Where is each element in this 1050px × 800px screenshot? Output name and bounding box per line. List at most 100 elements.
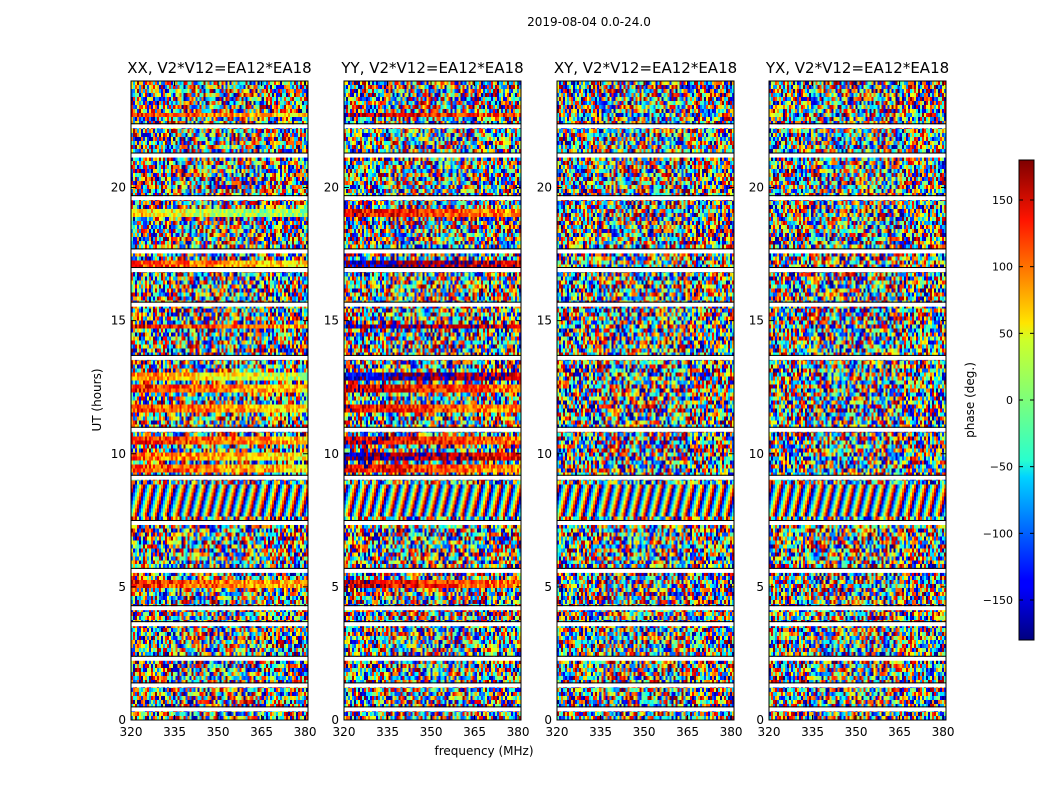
flagged-gap — [557, 622, 734, 627]
colorbar-label: phase (deg.) — [963, 362, 977, 438]
flagged-gap — [131, 302, 308, 307]
colorbar: −150 −100 −50 0 50 100 150 phase (deg.) — [963, 159, 1035, 641]
y-tick-label: 20 — [111, 181, 126, 195]
flagged-gap — [344, 302, 521, 307]
flagged-gap — [769, 606, 946, 611]
y-tick-label: 15 — [324, 314, 339, 328]
panel-xy: XY, V2*V12=EA12*EA18 320 335 350 365 380 0 5 10 1… — [537, 59, 743, 739]
panel-frame — [556, 80, 735, 721]
phase-image — [769, 81, 946, 720]
heatmap-panels: XX, V2*V12=EA12*EA18 320 335 350 365 380 0 5 10 1… — [111, 59, 955, 739]
y-tick-label: 15 — [111, 314, 126, 328]
x-tick-label: 335 — [801, 725, 824, 739]
flagged-gap — [344, 520, 521, 525]
flagged-gap — [131, 622, 308, 627]
flagged-gap — [344, 268, 521, 273]
flagged-gap — [769, 427, 946, 432]
x-axis-label: frequency (MHz) — [434, 744, 533, 758]
flagged-gap — [344, 124, 521, 129]
colorbar-ticks: −150 −100 −50 0 50 100 150 — [983, 194, 1034, 607]
panel-frame — [768, 80, 947, 721]
flagged-gap — [344, 196, 521, 201]
flagged-gap — [557, 196, 734, 201]
colorbar-tick-label: −150 — [983, 594, 1013, 607]
flagged-gap — [769, 302, 946, 307]
flagged-gap — [344, 683, 521, 688]
flagged-gap — [344, 427, 521, 432]
flagged-gap — [557, 268, 734, 273]
flagged-gap — [769, 475, 946, 480]
flagged-gap — [769, 622, 946, 627]
x-tick-label: 350 — [207, 725, 230, 739]
flagged-gap — [769, 355, 946, 360]
y-tick-label: 5 — [544, 580, 552, 594]
y-tick-label: 20 — [324, 181, 339, 195]
panel-title: XX, V2*V12=EA12*EA18 — [127, 59, 311, 77]
y-tick-label: 15 — [749, 314, 764, 328]
panel-yx: YX, V2*V12=EA12*EA18 320 335 350 365 380 0 5 10 1… — [749, 59, 955, 739]
flagged-gap — [131, 249, 308, 254]
phase-image — [344, 81, 521, 720]
y-tick-label: 10 — [537, 447, 552, 461]
flagged-gap — [769, 268, 946, 273]
flagged-gap — [131, 153, 308, 158]
flagged-gap — [131, 196, 308, 201]
y-tick-label: 0 — [331, 713, 339, 727]
flagged-gap — [557, 683, 734, 688]
colorbar-tick-label: 0 — [1006, 394, 1013, 407]
x-tick-label: 380 — [507, 725, 530, 739]
flagged-gap — [769, 249, 946, 254]
flagged-gap — [769, 707, 946, 712]
flagged-gap — [131, 427, 308, 432]
phase-image — [557, 81, 734, 720]
flagged-gap — [131, 475, 308, 480]
x-tick-label: 380 — [720, 725, 743, 739]
flagged-gap — [557, 302, 734, 307]
panel-title: XY, V2*V12=EA12*EA18 — [554, 59, 737, 77]
flagged-gap — [131, 268, 308, 273]
flagged-gap — [557, 520, 734, 525]
flagged-gap — [769, 656, 946, 661]
flagged-gap — [131, 124, 308, 129]
flagged-gap — [344, 622, 521, 627]
x-tick-label: 335 — [589, 725, 612, 739]
x-tick-label: 335 — [376, 725, 399, 739]
panel-frame — [130, 80, 309, 721]
colorbar-tick-label: 100 — [992, 261, 1013, 274]
flagged-gap — [557, 475, 734, 480]
colorbar-tick-label: 50 — [999, 327, 1013, 340]
flagged-gap — [131, 355, 308, 360]
flagged-gap — [344, 153, 521, 158]
x-tick-label: 365 — [888, 725, 911, 739]
phase-image — [131, 81, 308, 720]
flagged-gap — [344, 475, 521, 480]
colorbar-tick-label: −100 — [983, 527, 1013, 540]
flagged-gap — [557, 656, 734, 661]
x-tick-label: 365 — [463, 725, 486, 739]
flagged-gap — [769, 683, 946, 688]
flagged-gap — [769, 124, 946, 129]
flagged-gap — [131, 683, 308, 688]
x-tick-label: 335 — [163, 725, 186, 739]
flagged-gap — [344, 606, 521, 611]
y-tick-label: 15 — [537, 314, 552, 328]
y-tick-label: 5 — [118, 580, 126, 594]
flagged-gap — [769, 568, 946, 573]
x-tick-label: 380 — [932, 725, 955, 739]
flagged-gap — [557, 249, 734, 254]
panel-xx: XX, V2*V12=EA12*EA18 320 335 350 365 380 0 5 10 1… — [111, 59, 317, 739]
x-tick-label: 320 — [120, 725, 143, 739]
y-tick-label: 10 — [749, 447, 764, 461]
colorbar-tick-label: 150 — [992, 194, 1013, 207]
y-tick-label: 5 — [331, 580, 339, 594]
y-tick-label: 0 — [756, 713, 764, 727]
flagged-gap — [131, 606, 308, 611]
flagged-gap — [131, 568, 308, 573]
panel-yy: YY, V2*V12=EA12*EA18 320 335 350 365 380 0 5 10 1… — [324, 59, 530, 739]
y-tick-label: 10 — [111, 447, 126, 461]
x-tick-label: 350 — [420, 725, 443, 739]
x-tick-label: 320 — [546, 725, 569, 739]
flagged-gap — [557, 707, 734, 712]
flagged-gap — [557, 355, 734, 360]
x-tick-label: 365 — [676, 725, 699, 739]
